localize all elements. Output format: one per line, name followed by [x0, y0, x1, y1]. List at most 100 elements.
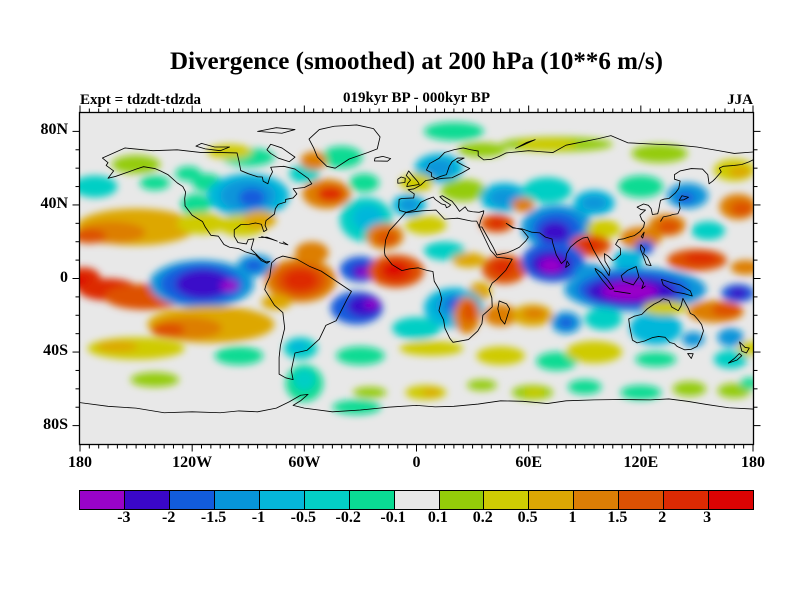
map-feature: [423, 122, 484, 141]
colorbar-boundary-label: 1.5: [607, 509, 628, 526]
map-feature: [523, 177, 572, 204]
map-feature: [601, 282, 658, 301]
map-feature: [111, 155, 161, 174]
map-feature: [238, 188, 266, 207]
period-label: 019kyr BP - 000kyr BP: [343, 90, 490, 106]
map-feature: [321, 146, 363, 169]
lat-tick-label: 40N: [40, 194, 68, 212]
map-feature: [457, 142, 507, 158]
map-feature: [567, 379, 602, 395]
colorbar-segment: [618, 491, 664, 509]
colorbar-boundary-label: -1: [251, 509, 266, 526]
map-feature: [618, 175, 664, 198]
map-feature: [422, 388, 441, 397]
colorbar-boundary-label: -1.5: [200, 509, 227, 526]
map-feature: [539, 221, 570, 244]
map-feature: [517, 138, 578, 150]
lat-tick-label: 80N: [40, 121, 68, 139]
lat-tick-label: 80S: [43, 415, 68, 433]
map-feature: [657, 219, 681, 235]
map-feature: [96, 341, 138, 353]
colorbar-boundary-label: -3: [117, 509, 131, 526]
map-feature: [629, 311, 682, 345]
map-feature: [728, 166, 752, 178]
colorbar-segment: [663, 491, 709, 509]
lon-tick-label: 120E: [623, 454, 659, 471]
colorbar-segment: [213, 491, 259, 509]
lon-tick-label: 120W: [172, 454, 213, 471]
map-feature: [635, 352, 677, 367]
lon-tick-label: 180: [741, 454, 765, 471]
colorbar-boundary-label: -2: [162, 509, 176, 526]
map-feature: [523, 307, 546, 319]
colorbar-boundary-label: -0.2: [335, 509, 361, 526]
map-feature: [399, 341, 464, 356]
map-feature: [139, 175, 170, 191]
map-feature: [423, 158, 454, 178]
map-feature: [584, 307, 623, 330]
map-feature: [539, 258, 563, 273]
map-feature: [511, 197, 535, 213]
colorbar-segment: [123, 491, 169, 509]
world-map-plot: [80, 113, 753, 444]
colorbar-segment: [483, 491, 529, 509]
map-feature: [177, 212, 226, 235]
colorbar-boundary-label: 0.5: [517, 509, 538, 526]
map-feature: [489, 217, 505, 229]
experiment-label: Expt = tdzdt-tdzda: [80, 92, 202, 108]
lat-tick-label: 0: [60, 268, 68, 286]
colorbar-boundary-label: 0.2: [472, 509, 493, 526]
colorbar-segment: [80, 491, 124, 509]
map-feature: [728, 287, 748, 299]
map-feature: [214, 346, 264, 365]
map-feature: [523, 388, 546, 397]
map-feature: [151, 322, 185, 338]
map-feature: [711, 302, 742, 318]
lon-tick-label: 60W: [288, 454, 321, 471]
map-feature: [317, 186, 344, 202]
lon-tick-label: 60E: [515, 454, 542, 471]
map-feature: [352, 386, 387, 399]
lon-tick-label: 0: [412, 454, 421, 471]
lat-tick-label: 40S: [43, 342, 68, 360]
colorbar-segment: [438, 491, 484, 509]
map-feature: [294, 241, 329, 264]
map-feature: [476, 346, 525, 365]
map-feature: [581, 195, 608, 211]
colorbar-segment: [348, 491, 394, 509]
map-feature: [461, 300, 477, 323]
colorbar-segment: [393, 491, 439, 509]
map-feature: [244, 260, 264, 272]
colorbar-boundary-label: 1: [568, 509, 577, 526]
colorbar: [79, 490, 754, 510]
map-feature: [332, 399, 381, 415]
map-feature: [558, 317, 574, 329]
colorbar-boundary-label: 2: [658, 509, 667, 526]
map-feature: [730, 201, 753, 216]
colorbar-segment: [168, 491, 214, 509]
map-feature: [300, 151, 327, 171]
map-feature: [566, 341, 623, 364]
map-feature: [242, 210, 277, 229]
map-feature: [399, 197, 419, 213]
map-feature: [349, 173, 380, 193]
season-label: JJA: [727, 92, 753, 108]
contour-field: [80, 113, 753, 444]
map-feature: [440, 179, 486, 202]
colorbar-boundary-label: -0.1: [380, 509, 406, 526]
colorbar-boundary-label: 3: [703, 509, 712, 526]
map-feature: [672, 381, 707, 397]
map-feature: [642, 300, 688, 316]
map-feature: [364, 300, 380, 308]
map-feature: [676, 192, 696, 204]
map-feature: [293, 368, 316, 391]
page-title: Divergence (smoothed) at 200 hPa (10**6 …: [170, 48, 663, 75]
map-feature: [631, 144, 688, 163]
map-feature: [405, 215, 447, 235]
map-feature: [691, 221, 725, 240]
colorbar-boundary-label: 0.1: [427, 509, 448, 526]
colorbar-boundary-label: -0.5: [290, 509, 316, 526]
map-feature: [579, 239, 602, 251]
colorbar-segment: [708, 491, 754, 509]
